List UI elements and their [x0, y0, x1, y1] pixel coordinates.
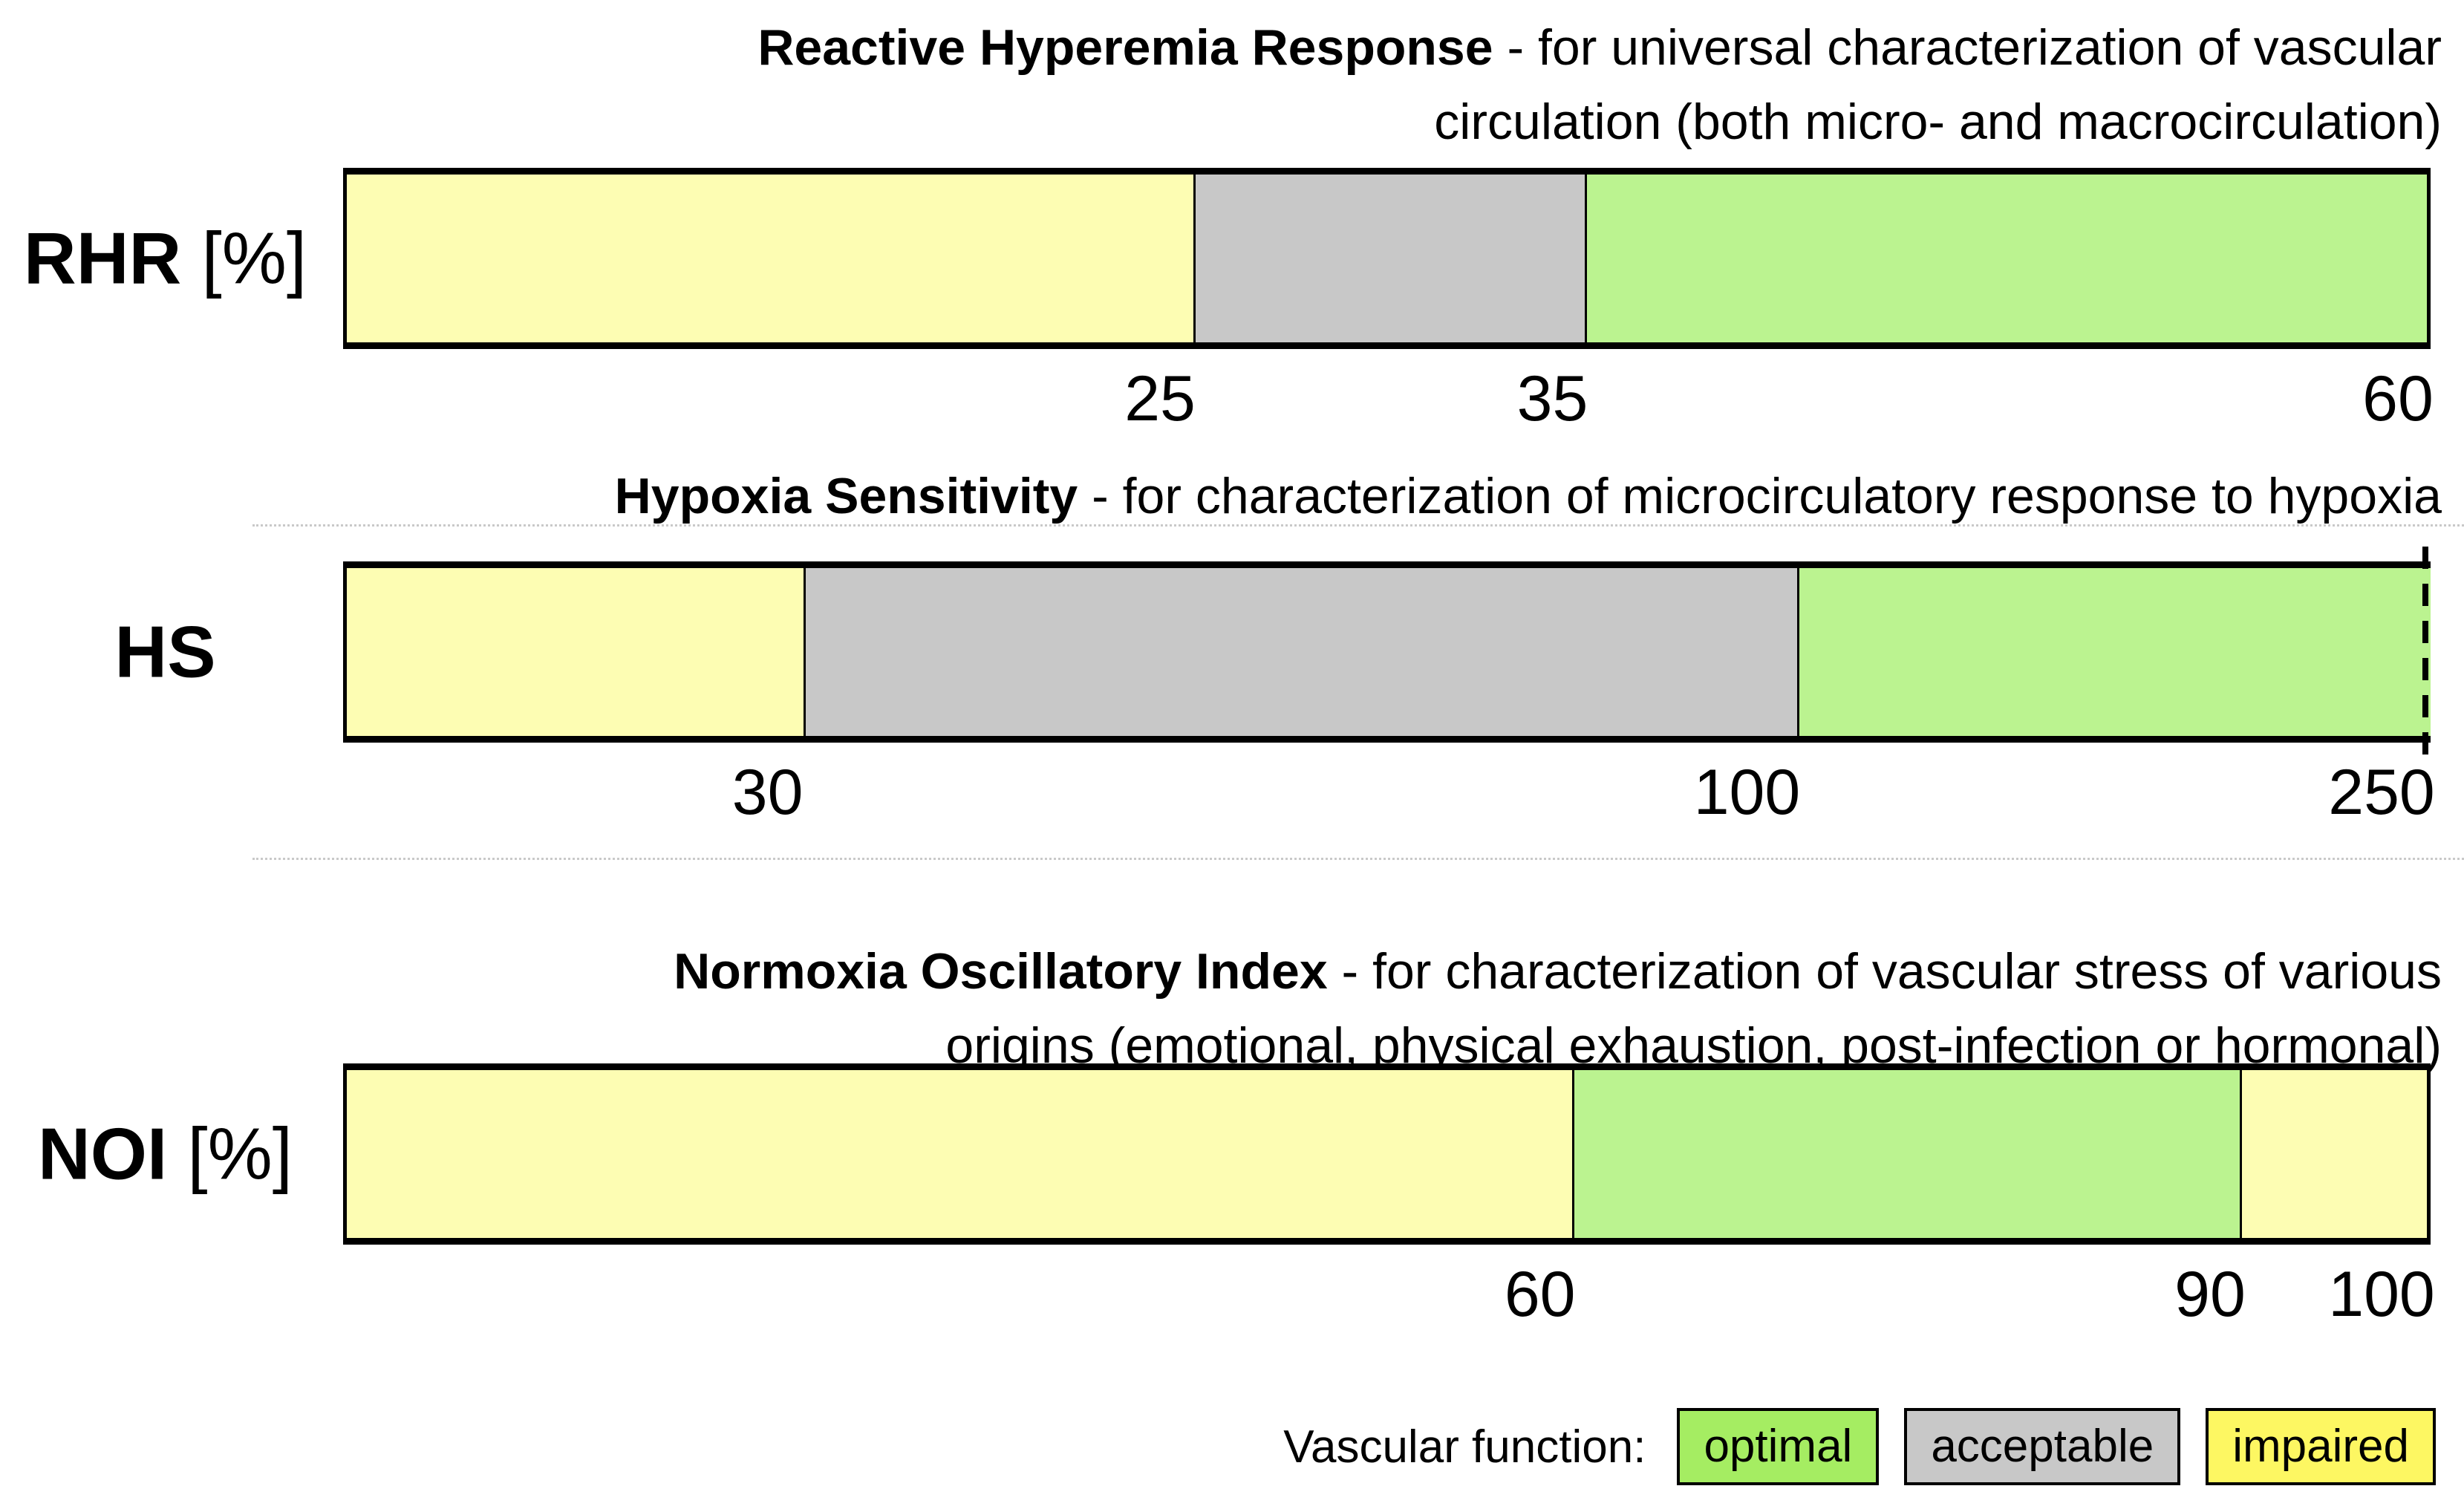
noi-axis-label-text: NOI [37, 1112, 168, 1195]
rhr-title-bold: Reactive Hyperemia Response [757, 19, 1493, 76]
bar-segment-impaired [347, 1070, 1572, 1238]
legend-box-impaired: impaired [2206, 1408, 2436, 1486]
bar-segment-optimal [1796, 568, 2431, 736]
noi-axis-label: NOI [%] [0, 1112, 330, 1196]
axis-tick-label-100: 100 [1693, 757, 1801, 828]
separator-line-2 [252, 858, 2464, 860]
bar-segment-acceptable [803, 568, 1797, 736]
axis-tick-label-30: 30 [731, 757, 804, 828]
hs-axis-label-text: HS [114, 610, 216, 693]
noi-range-bar [343, 1063, 2431, 1245]
noi-title-line1: Normoxia Oscillatory Index - for charact… [312, 934, 2442, 1008]
axis-tick-label-25: 25 [1124, 363, 1196, 434]
noi-axis-unit: [%] [167, 1112, 293, 1195]
noi-title-rest: - for characterization of vascular stres… [1327, 943, 2442, 1000]
rhr-chart-title: Reactive Hyperemia Response - for univer… [312, 10, 2442, 159]
rhr-title-line1: Reactive Hyperemia Response - for univer… [312, 10, 2442, 85]
bar-segment-impaired [347, 175, 1193, 342]
noi-axis-ticks: 60 90 100 [343, 1258, 2435, 1332]
bar-segment-impaired [2239, 1070, 2427, 1238]
rhr-axis-unit: [%] [181, 217, 307, 299]
hs-upper-limit-dashed-line [2422, 547, 2428, 757]
hs-axis-label: HS [0, 610, 330, 694]
hs-chart-title: Hypoxia Sensitivity - for characterizati… [312, 459, 2442, 533]
bar-segment-optimal [1584, 175, 2427, 342]
hs-axis-ticks: 30 100 250 [343, 756, 2435, 830]
legend-box-acceptable: acceptable [1904, 1408, 2181, 1486]
noi-title-bold: Normoxia Oscillatory Index [674, 943, 1328, 1000]
axis-tick-label-100: 100 [2328, 1259, 2435, 1330]
axis-tick-label-35: 35 [1516, 363, 1588, 434]
bar-segment-optimal [1571, 1070, 2240, 1238]
hs-title-rest: - for characterization of microcirculato… [1078, 468, 2442, 524]
separator-line-1 [252, 524, 2464, 527]
hs-title-bold: Hypoxia Sensitivity [614, 468, 1078, 524]
bar-segment-impaired [347, 568, 804, 736]
hs-title-line1: Hypoxia Sensitivity - for characterizati… [312, 459, 2442, 533]
rhr-title-rest: - for universal characterization of vasc… [1493, 19, 2442, 76]
hs-range-bar [343, 561, 2431, 743]
legend-label: Vascular function: [1283, 1421, 1646, 1473]
rhr-title-line2: circulation (both micro- and macrocircul… [1434, 94, 2442, 150]
noi-chart-title: Normoxia Oscillatory Index - for charact… [312, 934, 2442, 1083]
legend-box-optimal: optimal [1677, 1408, 1880, 1486]
axis-tick-label-250: 250 [2328, 757, 2435, 828]
legend: Vascular function: optimal acceptable im… [1283, 1408, 2436, 1486]
rhr-range-bar [343, 168, 2431, 349]
axis-tick-label-60: 60 [1504, 1259, 1576, 1330]
axis-tick-label-90: 90 [2174, 1259, 2246, 1330]
rhr-axis-label-text: RHR [23, 217, 182, 299]
rhr-axis-label: RHR [%] [0, 217, 330, 301]
rhr-axis-ticks: 25 35 60 [343, 362, 2434, 437]
bar-segment-acceptable [1193, 175, 1585, 342]
axis-tick-label-60: 60 [2362, 363, 2434, 434]
